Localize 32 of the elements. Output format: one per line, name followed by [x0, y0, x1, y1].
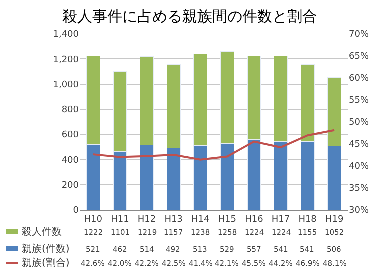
x-tick-label: H19 [325, 214, 344, 225]
legend-label: 親族(割合) [22, 257, 70, 269]
x-tick-label: H12 [138, 214, 156, 225]
y2-tick-label: 70% [349, 30, 370, 40]
x-tick-label: H16 [245, 214, 264, 225]
x-tick-label: H18 [298, 214, 318, 225]
y-tick-label: 600 [62, 130, 80, 141]
y2-tick-label: 30% [349, 206, 370, 216]
x-tick-label: H15 [218, 214, 237, 225]
y-tick-label: 1,200 [53, 55, 80, 66]
y-tick-label: 400 [62, 156, 80, 166]
legend-label: 親族(件数) [22, 243, 70, 255]
y2-tick-label: 35% [349, 184, 370, 194]
x-tick-label: H17 [272, 214, 290, 225]
y2-tick-label: 50% [349, 118, 370, 128]
x-tick-label: H11 [111, 214, 130, 225]
y2-tick-label: 65% [349, 52, 370, 62]
x-tick-label: H13 [164, 214, 183, 225]
y-tick-label: 800 [62, 106, 80, 116]
x-tick-label: H10 [84, 214, 103, 225]
y2-tick-label: 60% [349, 74, 370, 84]
y2-tick-label: 45% [349, 140, 370, 150]
y-tick-label: 1,000 [53, 80, 80, 90]
y2-tick-label: 55% [349, 96, 370, 106]
y-tick-label: 200 [62, 181, 80, 192]
y-tick-label: 0 [73, 206, 80, 216]
x-tick-label: H14 [191, 214, 210, 225]
line-series [92, 129, 336, 161]
y2-tick-label: 40% [349, 162, 370, 172]
y-tick-label: 1,400 [53, 30, 80, 40]
legend-label: 殺人件数 [22, 226, 62, 238]
chart-title: 殺人事件に占める親族間の件数と割合 [62, 7, 318, 26]
